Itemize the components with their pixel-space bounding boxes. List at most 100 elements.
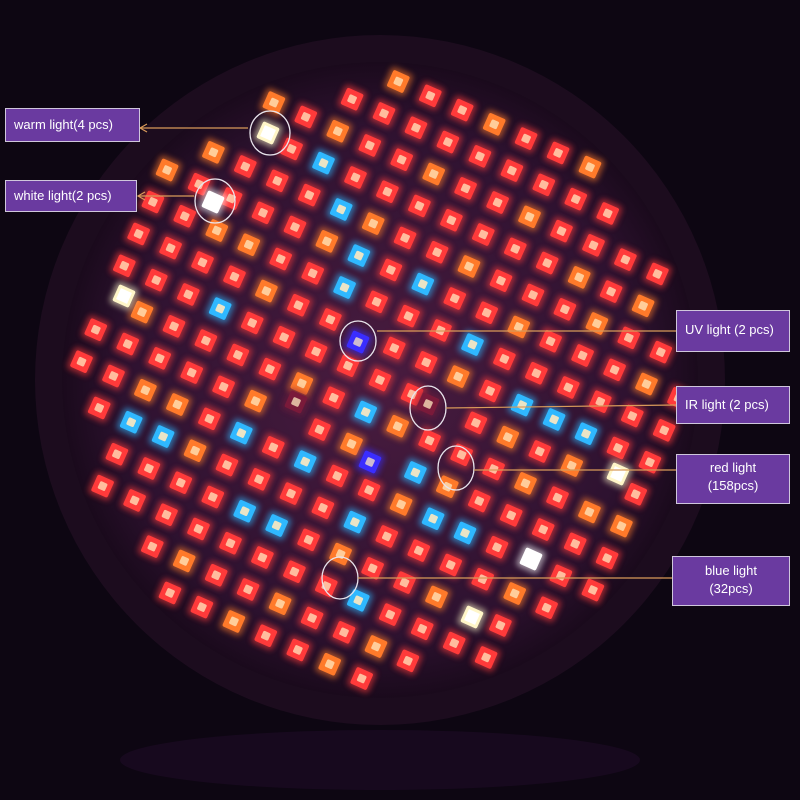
red-callout-circle: [437, 445, 475, 491]
warm-callout-circle: [249, 110, 291, 156]
red-led: [542, 483, 573, 513]
orange-led: [493, 422, 523, 452]
red-light-label: red light (158pcs): [676, 454, 790, 504]
red-led: [468, 219, 498, 250]
red-led: [354, 475, 384, 505]
uv-light-text: UV light (2 pcs): [685, 322, 774, 337]
white-light-text: white light(2 pcs): [14, 188, 112, 203]
orange-led: [454, 251, 484, 281]
orange-led: [386, 489, 416, 519]
white-led: [516, 544, 546, 574]
red-led: [145, 343, 175, 373]
red-led: [183, 514, 214, 544]
red-led: [401, 113, 431, 143]
white-light-label: white light(2 pcs): [5, 180, 137, 212]
orange-led: [152, 155, 182, 185]
red-led: [81, 315, 111, 345]
orange-led: [358, 209, 388, 239]
red-led: [233, 574, 263, 604]
red-led: [102, 439, 132, 469]
blue-led: [308, 148, 339, 178]
red-led: [156, 233, 186, 263]
orange-led: [323, 116, 353, 146]
red-led: [578, 230, 609, 260]
red-light-text: red light: [709, 460, 757, 475]
red-led: [621, 479, 651, 509]
red-led: [600, 355, 630, 385]
red-led: [355, 130, 385, 160]
red-led: [585, 387, 615, 417]
red-led: [447, 95, 477, 125]
red-led: [230, 151, 260, 182]
red-led: [294, 180, 324, 210]
red-led: [525, 436, 555, 466]
orange-led: [127, 297, 157, 327]
orange-led: [130, 375, 160, 405]
red-led: [436, 205, 466, 235]
red-led: [209, 372, 239, 402]
blue-led: [539, 404, 569, 434]
orange-led: [419, 159, 449, 189]
red-led: [532, 593, 562, 623]
red-led: [329, 617, 359, 647]
blue-led: [290, 447, 320, 477]
blue-led: [148, 421, 178, 452]
red-led: [465, 141, 495, 171]
blue-light-text: blue light: [704, 563, 758, 578]
orange-led: [241, 386, 271, 416]
reflection: [120, 730, 640, 790]
red-led: [546, 561, 576, 591]
warm-led: [109, 281, 139, 311]
red-led: [500, 234, 530, 264]
red-led: [258, 432, 288, 462]
red-led: [223, 340, 253, 370]
red-led: [479, 454, 509, 484]
white-arrowhead: [136, 191, 146, 201]
orange-led: [575, 152, 605, 182]
red-led: [187, 592, 217, 622]
red-led: [404, 191, 434, 221]
red-led: [372, 177, 402, 207]
red-led: [415, 425, 445, 456]
red-led: [393, 301, 424, 331]
red-led: [521, 358, 551, 388]
red-led: [389, 568, 420, 598]
orange-led: [259, 88, 289, 118]
red-led: [561, 184, 591, 214]
red-led: [422, 237, 452, 267]
red-led: [407, 614, 437, 644]
red-led: [496, 500, 526, 530]
red-led: [279, 557, 309, 587]
red-led: [451, 173, 481, 203]
red-led: [497, 156, 527, 186]
orange-led: [383, 66, 413, 97]
red-led: [365, 365, 395, 395]
red-led: [198, 482, 228, 512]
red-led: [248, 198, 278, 228]
red-led: [568, 340, 598, 371]
warm-led: [253, 118, 283, 148]
ir-led: [413, 389, 443, 419]
red-led: [340, 162, 371, 192]
red-led: [404, 536, 434, 566]
orange-led: [202, 215, 232, 246]
red-led: [468, 564, 498, 594]
blue-led: [418, 504, 448, 534]
blue-led: [457, 330, 488, 360]
uv-led: [343, 327, 373, 357]
red-led: [219, 262, 250, 292]
warm-arrowhead: [138, 123, 148, 133]
red-led: [124, 219, 154, 249]
blue-light-label: blue light (32pcs): [672, 556, 790, 606]
red-led: [283, 290, 313, 320]
red-led: [151, 500, 182, 530]
red-led: [376, 255, 406, 285]
red-led: [475, 376, 505, 406]
orange-led: [504, 312, 534, 342]
red-led: [262, 166, 292, 196]
blue-led: [351, 397, 381, 427]
red-led: [546, 216, 577, 246]
red-led: [319, 383, 349, 413]
red-led: [642, 259, 672, 289]
orange-led: [251, 276, 281, 306]
